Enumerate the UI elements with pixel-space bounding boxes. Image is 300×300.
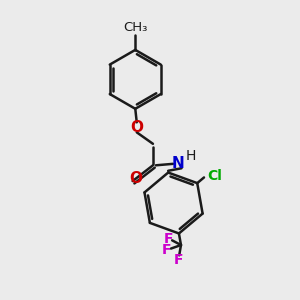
Text: F: F <box>162 243 172 257</box>
Text: CH₃: CH₃ <box>123 21 148 34</box>
Text: O: O <box>129 171 142 186</box>
Text: F: F <box>164 232 173 246</box>
Text: Cl: Cl <box>208 169 222 183</box>
Text: O: O <box>130 119 143 134</box>
Text: F: F <box>173 253 183 267</box>
Text: N: N <box>172 156 184 171</box>
Text: H: H <box>185 149 196 164</box>
